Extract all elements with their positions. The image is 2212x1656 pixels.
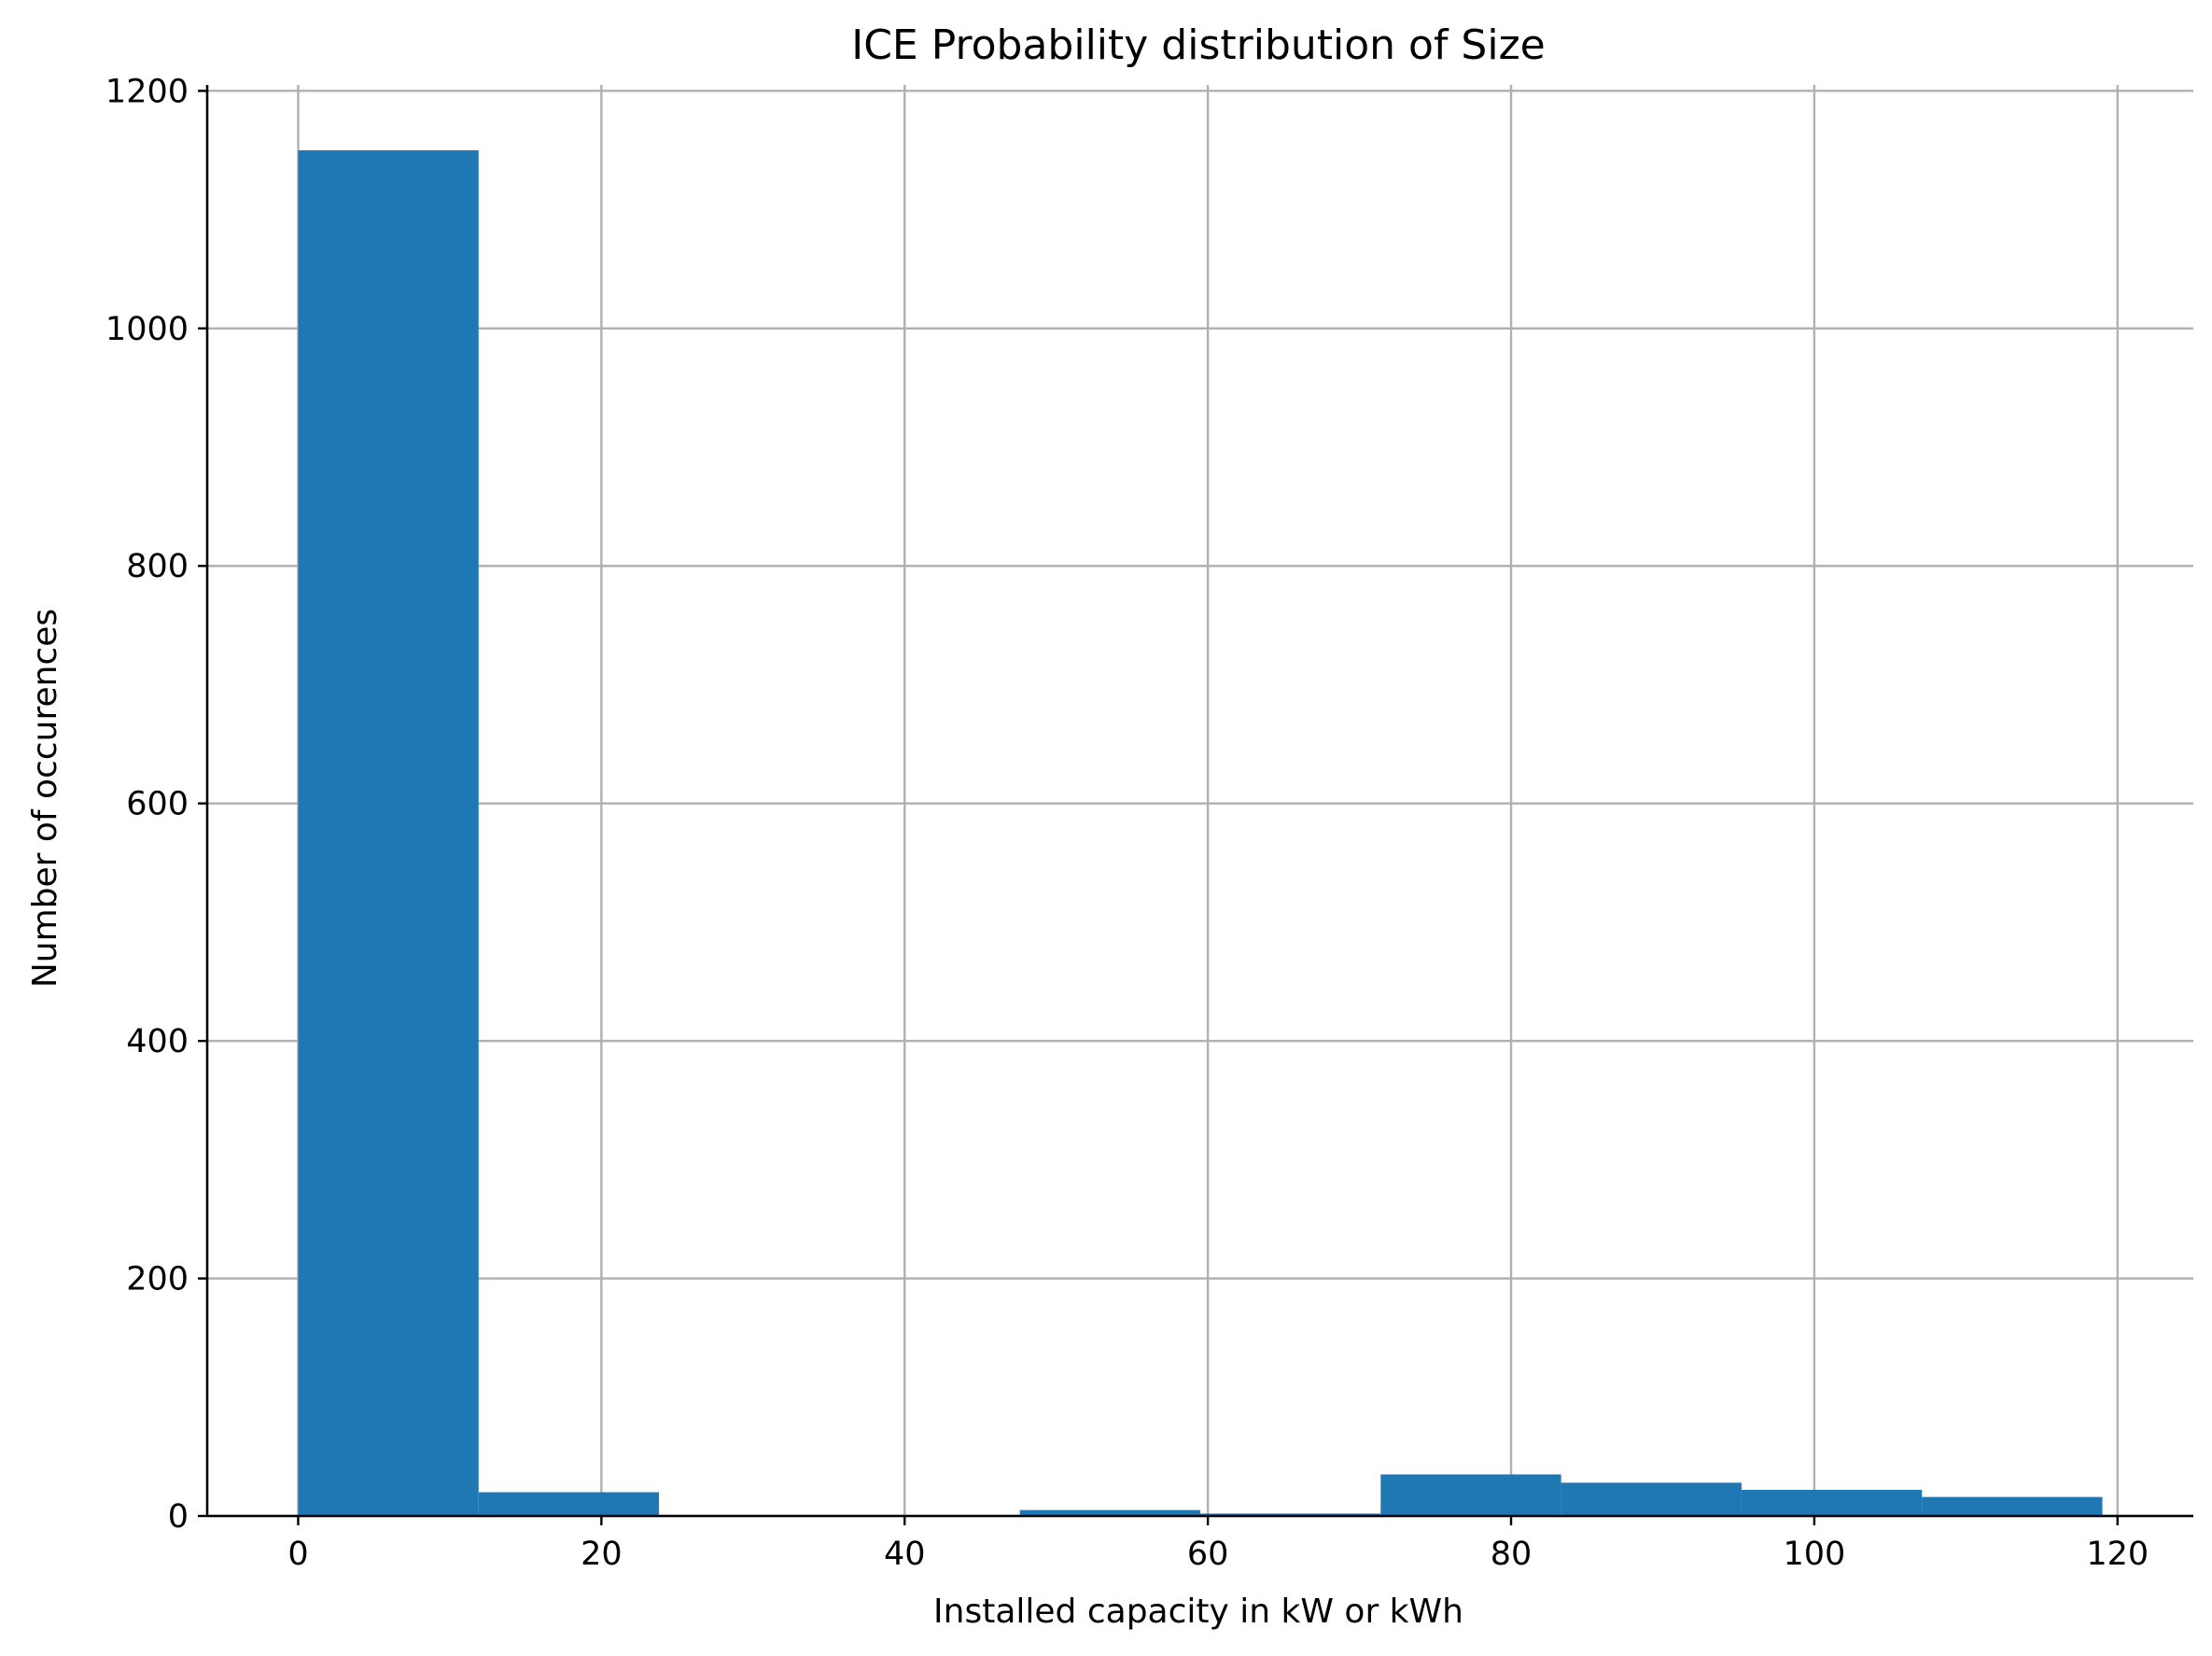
y-tick-label: 1000 [105,311,189,348]
histogram-bar [1561,1482,1742,1516]
histogram-bar [478,1492,660,1516]
x-tick-label: 100 [1783,1536,1845,1573]
histogram-bar [1019,1509,1200,1516]
histogram-bar [1922,1496,2103,1516]
histogram-bar [1380,1474,1561,1516]
y-tick-label: 600 [126,786,189,823]
bars-layer [298,149,2103,1516]
chart-title: ICE Probability distribution of Size [851,21,1546,69]
x-tick-label: 40 [884,1536,926,1573]
x-tick-label: 80 [1491,1536,1533,1573]
y-axis-label: Number of occurences [26,609,64,988]
x-tick-label: 20 [581,1536,623,1573]
x-tick-label: 60 [1187,1536,1229,1573]
axes-layer [205,85,2193,1518]
y-tick-label: 800 [126,548,189,585]
y-tick-label: 1200 [105,73,189,110]
histogram-bar [298,149,479,1516]
x-tick-label: 120 [2086,1536,2149,1573]
y-tick-label: 200 [126,1261,189,1298]
x-axis-label: Installed capacity in kW or kWh [933,1593,1463,1631]
grid-layer [207,85,2193,1518]
x-tick-label: 0 [287,1536,308,1573]
y-tick-label: 400 [126,1023,189,1060]
histogram-bar [1741,1490,1923,1516]
y-tick-label: 0 [168,1498,189,1536]
